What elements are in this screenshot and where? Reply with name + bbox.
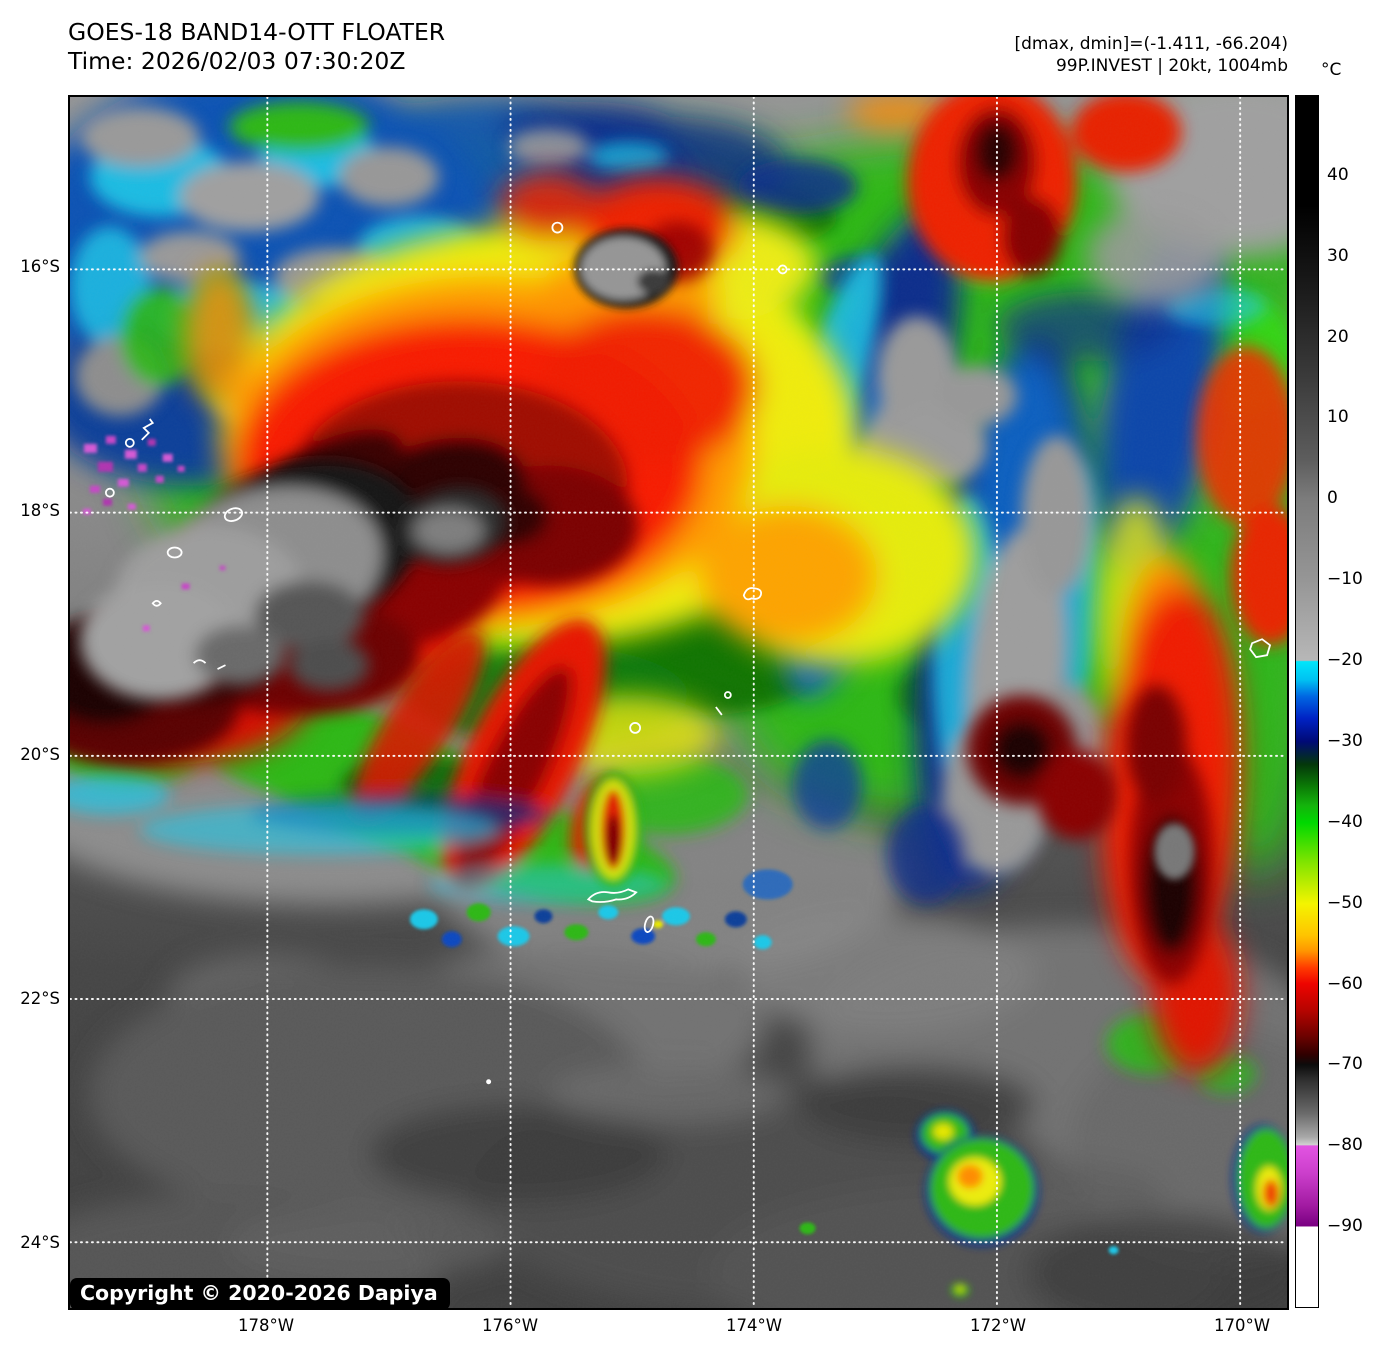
dmax-dmin-readout: [dmax, dmin]=(-1.411, -66.204) — [1014, 34, 1289, 54]
colorbar-tick: −10 — [1327, 569, 1363, 589]
temperature-colorbar — [1295, 95, 1319, 1308]
copyright-badge: Copyright © 2020-2026 Dapiya — [70, 1278, 450, 1308]
x-tick-label: 174°W — [725, 1316, 783, 1335]
colorbar-unit-label: °C — [1321, 60, 1342, 80]
colorbar-tick: −90 — [1327, 1216, 1363, 1236]
colorbar-tick: −20 — [1327, 650, 1363, 670]
colorbar-tick: −60 — [1327, 974, 1363, 994]
y-tick-label: 18°S — [20, 501, 60, 520]
colorbar-tick: 10 — [1327, 407, 1349, 427]
satellite-render — [70, 97, 1287, 1308]
grid-lines — [70, 97, 1287, 1308]
coastline-contours — [104, 221, 1272, 1085]
y-tick-label: 20°S — [20, 745, 60, 764]
y-tick-label: 16°S — [20, 257, 60, 276]
storm-readout: 99P.INVEST | 20kt, 1004mb — [1055, 55, 1288, 76]
colorbar-tick-labels: 40 30 20 10 0 −10 −20 −30 −40 −50 −60 −7… — [1327, 95, 1387, 1308]
pixel-noise-overlay — [70, 97, 1287, 1308]
x-tick-label: 172°W — [969, 1316, 1027, 1335]
timestamp: Time: 2026/02/03 07:30:20Z — [68, 47, 406, 75]
colorbar-tick: 30 — [1327, 246, 1349, 266]
colorbar-tick: −50 — [1327, 893, 1363, 913]
colorbar-tick: 0 — [1327, 488, 1338, 508]
colorbar-tick: −80 — [1327, 1135, 1363, 1155]
title-block: GOES-18 BAND14-OTT FLOATER Time: 2026/02… — [68, 18, 445, 76]
x-tick-label: 170°W — [1213, 1316, 1271, 1335]
x-tick-label: 178°W — [237, 1316, 295, 1335]
colorbar-tick: −40 — [1327, 812, 1363, 832]
colorbar-tick: 40 — [1327, 165, 1349, 185]
colorbar-tick: 20 — [1327, 327, 1349, 347]
y-tick-label: 22°S — [20, 989, 60, 1008]
page-title: GOES-18 BAND14-OTT FLOATER — [68, 18, 446, 46]
colorbar-tick: −30 — [1327, 731, 1363, 751]
annotation-block: [dmax, dmin]=(-1.411, -66.204) 99P.INVES… — [1015, 34, 1289, 77]
colorbar-tick: −70 — [1327, 1054, 1363, 1074]
x-tick-label: 176°W — [481, 1316, 539, 1335]
y-tick-label: 24°S — [20, 1233, 60, 1252]
satellite-image: Copyright © 2020-2026 Dapiya — [68, 95, 1289, 1310]
